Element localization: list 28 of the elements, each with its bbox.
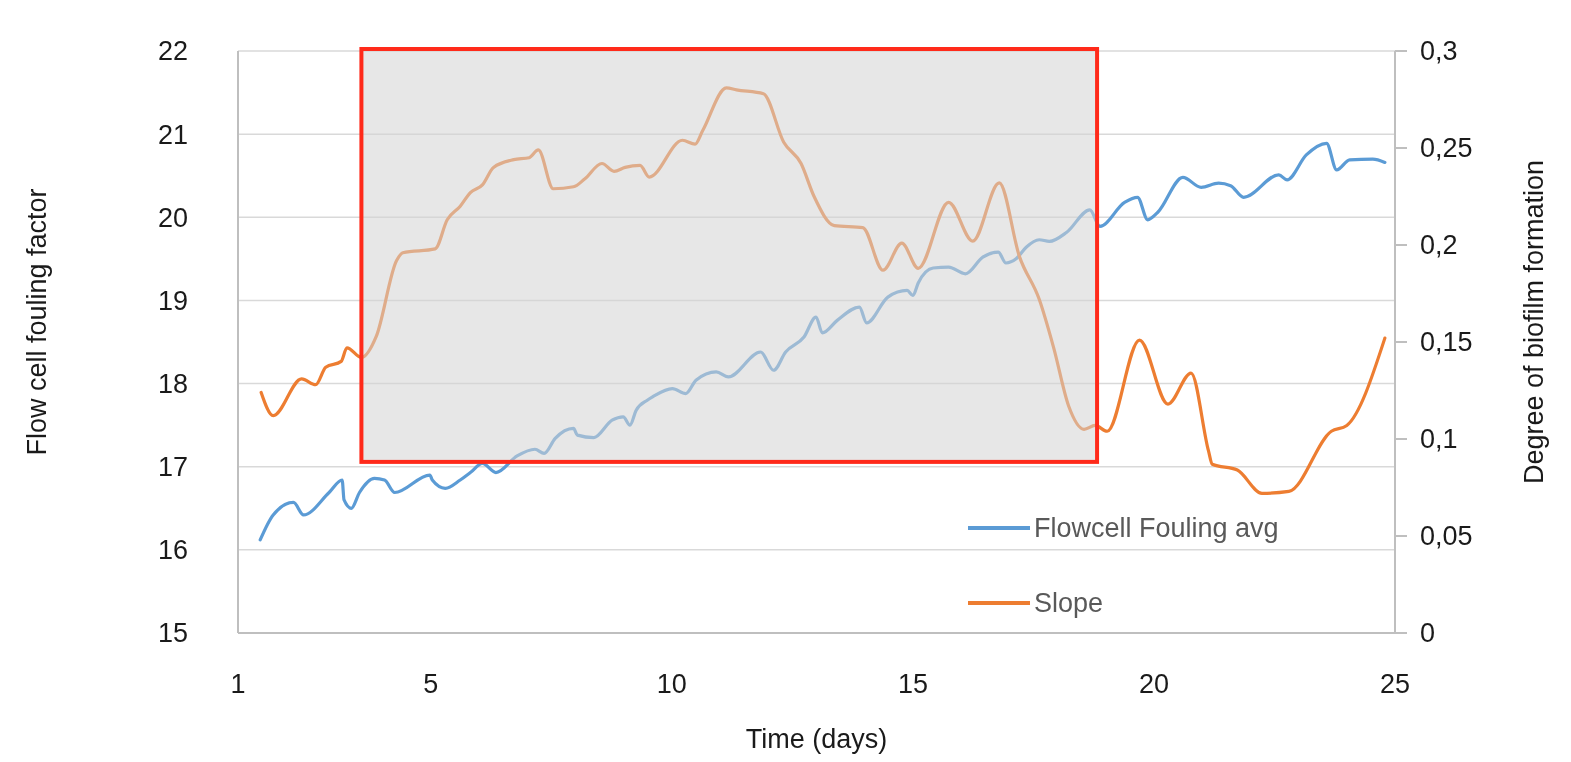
x-tick-label: 10 [656,669,687,699]
x-tick-label: 15 [897,669,928,699]
x-tick-label: 5 [423,669,439,699]
x-tick-label: 25 [1379,669,1411,699]
legend-label: Flowcell Fouling avg [1034,513,1279,544]
y-tick-label: 22 [157,36,188,67]
y-tick-label: 15 [157,618,188,649]
x-tick-label: 1 [230,669,246,699]
y-tick-label: 19 [157,285,188,316]
legend-label: Slope [1034,588,1104,619]
y2-tick-label: 0,05 [1420,521,1473,552]
y2-tick-label: 0,1 [1420,424,1458,455]
y-axis-title: Flow cell fouling factor [22,188,52,456]
y2-tick-label: 0,2 [1420,230,1458,261]
y2-axis-title: Degree of biofilm formation [1519,159,1549,485]
x-axis-title: Time (days) [745,724,888,754]
y2-tick-label: 0,25 [1420,133,1473,164]
y2-tick-label: 0,3 [1420,36,1458,67]
y-tick-label: 18 [157,369,188,400]
y-tick-label: 20 [157,202,188,233]
y-tick-label: 21 [157,119,188,150]
y-tick-label: 17 [157,452,188,483]
y-tick-label: 16 [157,535,188,566]
x-tick-label: 20 [1138,669,1169,699]
y2-tick-label: 0,15 [1420,327,1473,358]
line-series [258,141,1387,542]
line-series [259,86,1387,495]
y2-tick-label: 0 [1420,618,1436,649]
